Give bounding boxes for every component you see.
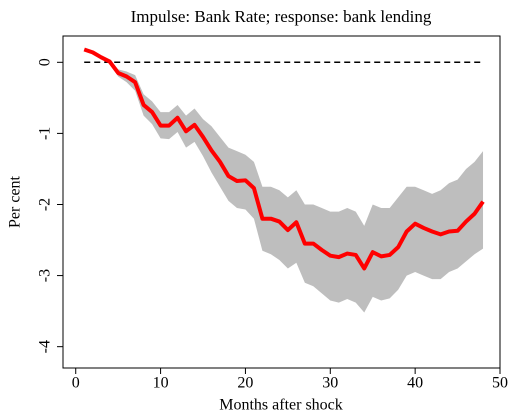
line-series bbox=[83, 47, 485, 271]
y-tick-label: -4 bbox=[37, 340, 54, 353]
x-tick-label: 10 bbox=[153, 375, 169, 392]
y-tick-label: -2 bbox=[37, 198, 54, 211]
x-tick-label: 30 bbox=[322, 375, 338, 392]
y-tick-label: -1 bbox=[37, 127, 54, 140]
y-tick-label: 0 bbox=[37, 58, 54, 66]
confidence-band bbox=[84, 49, 484, 313]
x-tick-label: 0 bbox=[72, 375, 80, 392]
x-axis-title: Months after shock bbox=[219, 397, 343, 414]
y-tick-label: -3 bbox=[37, 269, 54, 282]
x-tick-label: 50 bbox=[492, 375, 508, 392]
plot-frame bbox=[62, 35, 501, 369]
y-axis-title: Per cent bbox=[7, 175, 24, 228]
chart-title: Impulse: Bank Rate; response: bank lendi… bbox=[131, 7, 432, 26]
x-tick-label: 20 bbox=[237, 375, 253, 392]
x-tick-label: 40 bbox=[407, 375, 423, 392]
